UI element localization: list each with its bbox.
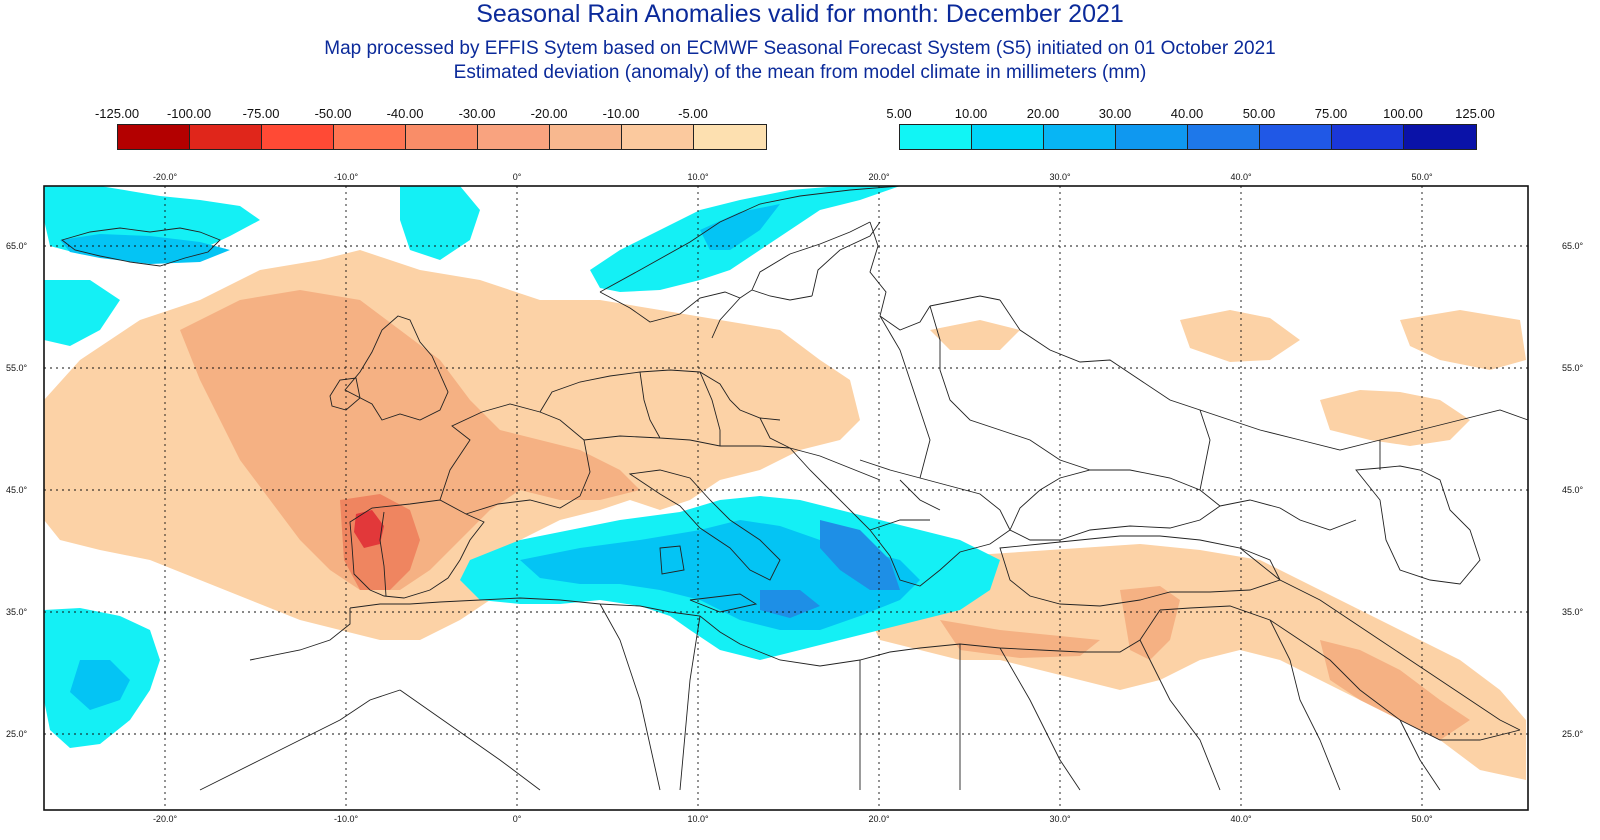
colorbar-label: -40.00 — [386, 106, 424, 121]
colorbar-swatch — [622, 125, 694, 149]
anomaly-region-dry-mid — [940, 586, 1470, 740]
colorbar-swatch — [406, 125, 478, 149]
colorbar-swatch — [1260, 125, 1332, 149]
balkans-outline — [789, 447, 1011, 587]
positive-anomaly-colorbar — [899, 124, 1477, 150]
longitude-label: 10.0° — [687, 814, 709, 824]
colorbar-swatch — [1116, 125, 1188, 149]
colorbar-swatch — [190, 125, 262, 149]
colorbar-swatch — [478, 125, 550, 149]
longitude-label: 30.0° — [1049, 172, 1071, 182]
east-europe-borders — [879, 299, 1529, 491]
latitude-label: 55.0° — [1562, 363, 1584, 373]
colorbar-label: -5.00 — [678, 106, 708, 121]
colorbar-label: -30.00 — [458, 106, 496, 121]
longitude-label: 10.0° — [687, 172, 709, 182]
longitude-label: 0° — [513, 814, 522, 824]
longitude-label: -20.0° — [153, 814, 178, 824]
colorbar-label: -50.00 — [314, 106, 352, 121]
colorbar-label: 20.00 — [1026, 106, 1060, 121]
middle-east-outline — [1139, 547, 1521, 791]
colorbar-label: -125.00 — [94, 106, 140, 121]
longitude-label: -10.0° — [334, 172, 359, 182]
caucasus-caspian — [1219, 465, 1481, 585]
colorbar-swatch — [972, 125, 1044, 149]
anomaly-fill-layer — [44, 186, 1526, 780]
map-title: Seasonal Rain Anomalies valid for month:… — [476, 0, 1124, 28]
colorbar-label: 50.00 — [1242, 106, 1276, 121]
anomaly-region-wet-mid — [70, 660, 130, 710]
anomaly-region-wet-mid — [60, 204, 780, 264]
colorbar-swatch — [694, 125, 766, 149]
longitude-label: 40.0° — [1230, 814, 1252, 824]
anomaly-region-wet-light — [44, 280, 160, 748]
colorbar-swatch — [262, 125, 334, 149]
finland-russia-border — [869, 221, 1001, 331]
longitude-label: -10.0° — [334, 814, 359, 824]
colorbar-swatch — [1188, 125, 1260, 149]
colorbar-swatch — [334, 125, 406, 149]
scandinavia-coast — [599, 185, 901, 339]
map-frame — [43, 185, 1529, 811]
central-europe-borders — [539, 369, 881, 481]
colorbar-label: 30.00 — [1098, 106, 1132, 121]
longitude-label: 0° — [513, 172, 522, 182]
latitude-label: 45.0° — [1562, 485, 1584, 495]
longitude-label: 40.0° — [1230, 172, 1252, 182]
colorbar-label: 100.00 — [1383, 106, 1423, 121]
latitude-label: 35.0° — [6, 607, 28, 617]
latitude-label: 55.0° — [6, 363, 28, 373]
colorbar-label: 40.00 — [1170, 106, 1204, 121]
colorbar-label: -20.00 — [530, 106, 568, 121]
longitude-label: 20.0° — [868, 172, 890, 182]
map-subtitle-processing: Map processed by EFFIS Sytem based on EC… — [324, 38, 1276, 59]
colorbar-swatch — [1404, 125, 1476, 149]
axis-labels-layer: -20.0° -20.0° -10.0° -10.0° 0° 0° 10.0° 10.0° 20… — [6, 172, 1584, 824]
latitude-label: 25.0° — [1562, 729, 1584, 739]
colorbar-label: 75.00 — [1314, 106, 1348, 121]
anomaly-region-dry-light — [870, 544, 1526, 780]
anomaly-region-dry-mid — [180, 290, 640, 590]
italy-outline — [628, 469, 781, 613]
france-outline — [439, 403, 591, 515]
latitude-label: 65.0° — [6, 241, 28, 251]
longitude-label: 50.0° — [1411, 814, 1433, 824]
latitude-label: 65.0° — [1562, 241, 1584, 251]
colorbar-label: -10.00 — [602, 106, 640, 121]
iberia-outline — [349, 499, 485, 599]
colorbar-swatch — [1332, 125, 1404, 149]
colorbar-swatch — [900, 125, 972, 149]
colorbar-label: 10.00 — [954, 106, 988, 121]
country-borders-layer — [61, 185, 1529, 791]
longitude-label: 50.0° — [1411, 172, 1433, 182]
negative-anomaly-colorbar — [117, 124, 767, 150]
colorbar-swatch — [550, 125, 622, 149]
colorbar-label: -100.00 — [166, 106, 212, 121]
black-sea-coast — [1009, 469, 1221, 541]
north-africa-coast — [249, 597, 1161, 667]
colorbar-label: -75.00 — [242, 106, 280, 121]
latitude-label: 25.0° — [6, 729, 28, 739]
britain-ireland — [329, 315, 449, 421]
latitude-label: 45.0° — [6, 485, 28, 495]
colorbar-swatch — [118, 125, 190, 149]
anomaly-region-dry-light — [930, 310, 1526, 446]
turkey-outline — [999, 535, 1281, 607]
map-subtitle-units: Estimated deviation (anomaly) of the mea… — [453, 62, 1147, 83]
graticule-layer — [44, 186, 1528, 810]
anomaly-region-wet-light — [44, 186, 900, 292]
longitude-label: 30.0° — [1049, 814, 1071, 824]
longitude-label: 20.0° — [868, 814, 890, 824]
africa-interior-borders — [199, 603, 1081, 791]
latitude-label: 35.0° — [1562, 607, 1584, 617]
colorbar-label: 5.00 — [886, 106, 912, 121]
longitude-label: -20.0° — [153, 172, 178, 182]
colorbar-label: 125.00 — [1455, 106, 1495, 121]
anomaly-region-dry-extreme — [354, 510, 384, 548]
anomaly-region-wet-strong — [760, 520, 900, 618]
colorbar-swatch — [1044, 125, 1116, 149]
